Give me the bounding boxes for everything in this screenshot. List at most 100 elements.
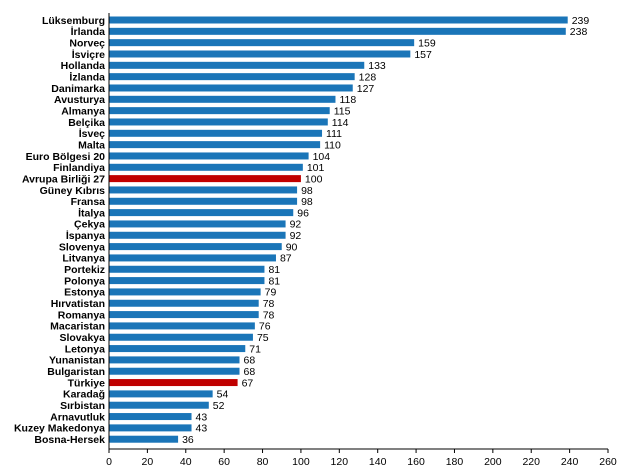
category-label: Lüksemburg (42, 15, 105, 27)
value-label: 78 (263, 298, 275, 310)
bar (109, 27, 566, 35)
category-label: Kuzey Makedonya (14, 423, 105, 435)
value-label: 98 (301, 185, 313, 197)
bar (109, 95, 336, 103)
bar (109, 288, 261, 296)
x-tick-label: 60 (218, 456, 230, 468)
value-label: 133 (368, 60, 386, 72)
bar (109, 186, 298, 194)
category-label: Türkiye (68, 377, 106, 389)
x-tick-label: 0 (106, 456, 112, 468)
category-label: Avusturya (54, 94, 105, 106)
value-label: 111 (326, 128, 342, 140)
value-label: 76 (259, 321, 271, 333)
value-label: 118 (339, 94, 356, 106)
bar (109, 356, 240, 364)
category-label: Belçika (68, 117, 105, 129)
x-tick-label: 20 (142, 456, 154, 468)
bar (109, 84, 353, 92)
category-label: Macaristan (50, 321, 105, 333)
bar (109, 311, 259, 319)
value-label: 110 (324, 139, 341, 151)
value-label: 52 (213, 400, 225, 412)
value-label: 114 (332, 117, 349, 129)
category-label: Euro Bölgesi 20 (26, 151, 106, 163)
category-label: Hollanda (61, 60, 105, 72)
category-label: İtalya (78, 206, 105, 219)
x-tick-label: 140 (369, 456, 387, 468)
bar (109, 299, 259, 307)
bar (109, 16, 568, 24)
bar (109, 413, 192, 421)
value-label: 71 (249, 343, 261, 355)
category-label: Güney Kıbrıs (40, 185, 106, 197)
bar (109, 390, 213, 398)
category-label: Romanya (58, 309, 105, 321)
value-label: 81 (268, 264, 280, 276)
value-label: 78 (263, 309, 275, 321)
x-tick-label: 260 (599, 456, 617, 468)
bar (109, 141, 321, 149)
x-tick-label: 120 (331, 456, 349, 468)
bar (109, 73, 355, 81)
category-label: Hırvatistan (51, 298, 105, 310)
bar (109, 231, 286, 239)
category-label: Slovenya (59, 241, 105, 253)
category-label: Karadağ (63, 389, 105, 401)
value-label: 67 (242, 377, 254, 389)
category-label: İzlanda (69, 70, 105, 83)
value-label: 238 (570, 26, 588, 38)
bar (109, 243, 282, 251)
x-tick-label: 220 (522, 456, 540, 468)
x-tick-label: 240 (561, 456, 579, 468)
category-label: Sırbistan (60, 400, 105, 412)
bar (109, 254, 276, 262)
category-label: Çekya (74, 219, 105, 231)
category-label: Almanya (61, 105, 105, 117)
category-label: Polonya (64, 275, 105, 287)
bar (109, 345, 246, 353)
value-label: 81 (268, 275, 280, 287)
category-label: Finlandiya (53, 162, 105, 174)
bars-group (109, 16, 568, 443)
value-label: 128 (359, 71, 377, 83)
x-tick-label: 80 (257, 456, 269, 468)
value-label: 75 (257, 332, 269, 344)
value-label: 98 (301, 196, 313, 208)
value-label: 90 (286, 241, 298, 253)
value-label: 87 (280, 253, 292, 265)
bar (109, 265, 265, 273)
bar (109, 367, 240, 375)
bar (109, 163, 303, 171)
bar (109, 129, 323, 137)
category-label: Bosna-Hersek (34, 434, 105, 446)
value-label: 54 (217, 389, 229, 401)
value-label: 157 (414, 49, 432, 61)
category-label: Yunanistan (49, 355, 105, 367)
x-axis: 0 20 40 60 80 100 120 140 160 180 200 220 240 260 (106, 13, 617, 468)
value-label: 92 (290, 219, 302, 231)
value-label: 104 (313, 151, 331, 163)
category-label: Norveç (69, 37, 105, 49)
category-label: Malta (78, 139, 105, 151)
category-label: İsveç (79, 127, 105, 140)
x-tick-label: 160 (407, 456, 425, 468)
category-label: Danimarka (51, 83, 105, 95)
value-label: 159 (418, 37, 436, 49)
value-label: 36 (182, 434, 194, 446)
category-label: Estonya (64, 287, 105, 299)
category-label: Arnavutluk (50, 411, 105, 423)
category-label: Bulgaristan (47, 366, 105, 378)
bar (109, 209, 294, 217)
value-label: 127 (357, 83, 375, 95)
category-label: Slovakya (59, 332, 105, 344)
category-label: İsviçre (72, 48, 105, 61)
category-labels-group: LüksemburgİrlandaNorveçİsviçreHollandaİz… (14, 15, 105, 446)
bar (109, 424, 192, 432)
x-tick-label: 100 (292, 456, 310, 468)
value-label: 79 (265, 287, 277, 299)
value-label: 115 (334, 105, 351, 117)
value-label: 239 (572, 15, 590, 27)
bar (109, 50, 411, 58)
